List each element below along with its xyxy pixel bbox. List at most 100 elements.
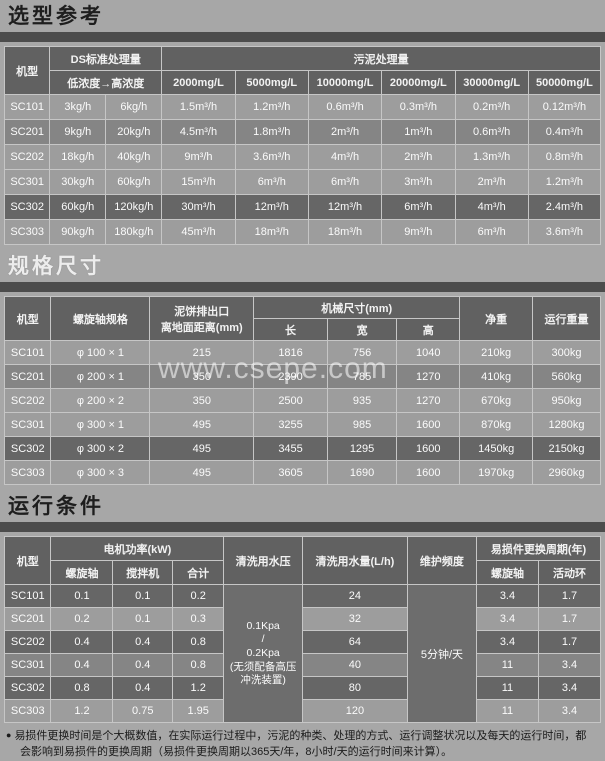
col-header-mixer: 搅拌机	[112, 560, 174, 586]
value-cell: 495	[149, 460, 255, 486]
table-row: SC201 0.2 0.1 0.3 32 3.4 1.7	[3, 607, 602, 632]
selection-reference-table: 机型 DS标准处理量 污泥处理量 低浓度→高浓度 2000mg/L 5000mg/L 100…	[3, 46, 602, 246]
column-header: 5000mg/L	[234, 70, 309, 96]
table-row: SC201 φ 200 × 1 350 2390 785 1270 410kg 560kg	[3, 364, 601, 390]
value-cell: 1.95	[172, 699, 225, 724]
value-cell: 6m³/h	[381, 194, 456, 221]
value-cell: 785	[326, 364, 398, 390]
value-cell: 180kg/h	[105, 219, 163, 246]
table-row: SC202 0.4 0.4 0.8 64 3.4 1.7	[3, 630, 602, 655]
model-cell: SC101	[3, 584, 52, 609]
model-cell: SC202	[3, 630, 52, 655]
value-cell: 670kg	[459, 388, 533, 414]
value-cell: 6m³/h	[307, 169, 383, 196]
value-cell: 3.4	[537, 653, 602, 678]
value-cell: 9m³/h	[161, 144, 236, 171]
col-header-machine-size: 机械尺寸(mm)	[253, 296, 461, 320]
value-cell: 30kg/h	[49, 169, 107, 196]
value-cell: 410kg	[459, 364, 533, 390]
value-cell: 11	[475, 676, 539, 701]
value-cell: 0.4	[112, 653, 174, 678]
footnote-text: 易损件更换时间是个大概数值，在实际运行过程中，污泥的种类、处理的方式、运行调整状…	[14, 730, 587, 759]
maintenance-frequency-cell: 5分钟/天	[406, 584, 477, 724]
value-cell: 1816	[253, 340, 328, 366]
value-cell: 120	[301, 699, 408, 724]
value-cell: 0.4	[50, 653, 114, 678]
col-header-screw-spec: 螺旋轴规格	[50, 296, 151, 342]
col-header-screw-shaft: 螺旋轴	[50, 560, 114, 586]
value-cell: 1.7	[537, 630, 602, 655]
section-dimensions: 规格尺寸 机型 螺旋轴规格 泥饼排出口 离地面距离(mm) 机械尺寸(mm) 净重 运行重…	[0, 255, 605, 486]
value-cell: 6kg/h	[105, 94, 163, 121]
col-header-height: 高	[396, 318, 461, 342]
value-cell: 60kg/h	[105, 169, 163, 196]
column-header: 2000mg/L	[161, 70, 236, 96]
table-row: SC301 0.4 0.4 0.8 40 11 3.4	[3, 653, 602, 678]
value-cell: 20kg/h	[105, 119, 163, 146]
column-header: 20000mg/L	[381, 70, 456, 96]
value-cell: 1.2m³/h	[527, 169, 602, 196]
value-cell: 1600	[396, 436, 461, 462]
table-row: SC301 30kg/h 60kg/h 15m³/h 6m³/h 6m³/h 3m³/h 2m…	[3, 169, 602, 196]
col-header-length: 长	[253, 318, 328, 342]
value-cell: 0.2m³/h	[454, 94, 529, 121]
value-cell: 18kg/h	[49, 144, 107, 171]
value-cell: 0.8m³/h	[527, 144, 602, 171]
table-row: SC201 9kg/h 20kg/h 4.5m³/h 1.8m³/h 2m³/h 1m³/h…	[3, 119, 602, 146]
value-cell: 40kg/h	[105, 144, 163, 171]
value-cell: 2.4m³/h	[527, 194, 602, 221]
model-cell: SC201	[3, 119, 51, 146]
value-cell: φ 300 × 3	[50, 460, 151, 486]
value-cell: 45m³/h	[161, 219, 236, 246]
value-cell: 1280kg	[532, 412, 601, 438]
col-header-sludge-capacity: 污泥处理量	[161, 46, 601, 72]
value-cell: 0.4	[112, 676, 174, 701]
value-cell: 1600	[396, 412, 461, 438]
table-row: SC101 0.1 0.1 0.2 0.1Kpa / 0.2Kpa (无须配备高压冲洗装…	[3, 584, 602, 724]
value-cell: 18m³/h	[234, 219, 309, 246]
value-cell: 60kg/h	[49, 194, 107, 221]
value-cell: 300kg	[532, 340, 601, 366]
section-title-dimensions: 规格尺寸	[8, 255, 104, 279]
value-cell: 0.75	[112, 699, 174, 724]
value-cell: 3605	[253, 460, 328, 486]
wash-pressure-cell: 0.1Kpa / 0.2Kpa (无须配备高压冲洗装置)	[223, 584, 303, 724]
section-title-selection: 选型参考	[8, 5, 104, 28]
table-row: SC302 φ 300 × 2 495 3455 1295 1600 1450kg 2150k…	[3, 436, 601, 462]
value-cell: φ 300 × 1	[50, 412, 151, 438]
col-header-movable-ring: 活动环	[537, 560, 602, 586]
model-cell: SC302	[3, 436, 52, 462]
header-row: 螺旋轴 搅拌机 合计 螺旋轴 活动环	[5, 560, 602, 586]
value-cell: 6m³/h	[234, 169, 309, 196]
model-cell: SC301	[3, 169, 51, 196]
value-cell: 2960kg	[532, 460, 601, 486]
value-cell: φ 100 × 1	[50, 340, 151, 366]
header-row: 机型 DS标准处理量 污泥处理量	[3, 46, 601, 96]
model-cell: SC301	[3, 412, 52, 438]
value-cell: 1040	[396, 340, 461, 366]
column-header: 50000mg/L	[527, 70, 602, 96]
value-cell: 3.4	[475, 584, 539, 609]
value-cell: 12m³/h	[234, 194, 309, 221]
footnote-bullet-icon: ●	[6, 730, 12, 741]
value-cell: 0.3m³/h	[381, 94, 456, 121]
value-cell: 1690	[326, 460, 398, 486]
value-cell: 0.8	[172, 653, 225, 678]
model-cell: SC201	[3, 607, 52, 632]
table-row: SC303 1.2 0.75 1.95 120 11 3.4	[3, 699, 602, 724]
model-cell: SC303	[3, 460, 52, 486]
value-cell: 1270	[396, 364, 461, 390]
section-operating-conditions: 运行条件 机型 电机功率(kW) 清洗用水压 清洗用水量(L/h) 维护频度 易损件更换周…	[0, 495, 605, 724]
value-cell: 15m³/h	[161, 169, 236, 196]
value-cell: 3.4	[475, 607, 539, 632]
value-cell: 1.2	[172, 676, 225, 701]
table-row: SC303 90kg/h 180kg/h 45m³/h 18m³/h 18m³/h 9m³/…	[3, 219, 602, 246]
value-cell: 3.4	[475, 630, 539, 655]
value-cell: 0.2	[172, 584, 225, 609]
column-header: 10000mg/L	[307, 70, 383, 96]
model-cell: SC202	[3, 388, 52, 414]
value-cell: 1.3m³/h	[454, 144, 529, 171]
value-cell: 2m³/h	[307, 119, 383, 146]
value-cell: 0.6m³/h	[454, 119, 529, 146]
